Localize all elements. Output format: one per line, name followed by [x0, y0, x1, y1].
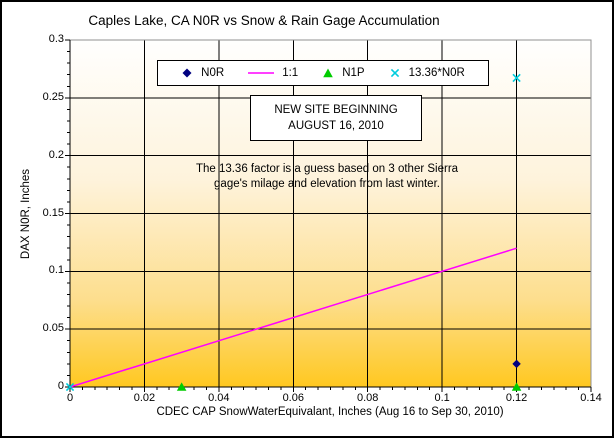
diamond-icon: [182, 68, 192, 78]
x-axis-title: CDEC CAP SnowWaterEquivalant, Inches (Au…: [156, 406, 504, 418]
legend-item-13.36*N0R: 13.36*N0R: [389, 67, 465, 79]
series-marker-13.36*N0R: [512, 73, 521, 83]
series-marker-N1P: [176, 382, 187, 391]
factor-note-line1: The 13.36 factor is a guess based on 3 o…: [195, 163, 459, 175]
series-marker-13.36*N0R: [65, 382, 75, 392]
y-axis-title: DAX N0R, Inches: [20, 168, 32, 260]
factor-note-text: The 13.36 factor is a guess based on 3 o…: [167, 162, 487, 192]
series-line-1:1: [69, 247, 517, 388]
new-site-note-line1: NEW SITE BEGINNING: [274, 104, 398, 116]
legend: N0R 1:1 N1P 13.36*N0R: [157, 60, 489, 86]
triangle-icon: [323, 68, 333, 78]
legend-item-1:1: 1:1: [248, 67, 298, 79]
chart-title: Caples Lake, CA N0R vs Snow & Rain Gage …: [88, 13, 440, 28]
new-site-note-line2: AUGUST 16, 2010: [288, 120, 384, 132]
legend-item-N1P: N1P: [322, 67, 365, 79]
x-icon: [390, 68, 399, 78]
legend-label: N1P: [342, 67, 365, 79]
series-marker-N1P: [511, 382, 522, 391]
new-site-note-box: NEW SITE BEGINNING AUGUST 16, 2010: [250, 95, 422, 141]
series-marker-N0R: [512, 359, 521, 369]
legend-item-N0R: N0R: [181, 67, 224, 79]
line-icon: [248, 72, 275, 74]
factor-note-line2: gage's milage and elevation from last wi…: [214, 178, 440, 190]
legend-label: 13.36*N0R: [408, 67, 465, 79]
legend-label: 1:1: [282, 67, 299, 79]
legend-label: N0R: [201, 67, 225, 79]
